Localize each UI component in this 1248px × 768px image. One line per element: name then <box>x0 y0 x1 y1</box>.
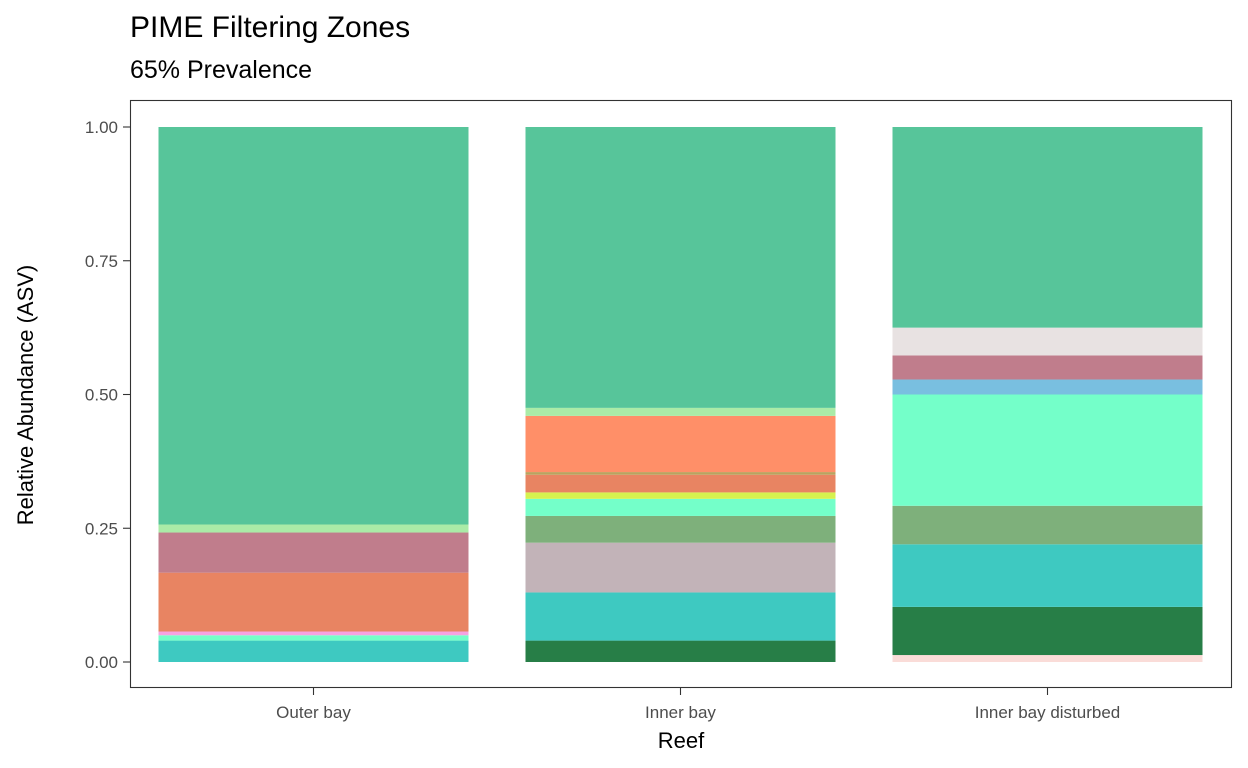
y-tick-label: 1.00 <box>85 118 118 137</box>
bar-segment <box>892 606 1203 656</box>
y-tick-label: 0.00 <box>85 653 118 672</box>
panel-border <box>129 99 1233 689</box>
y-axis-title: Relative Abundance (ASV) <box>13 265 38 526</box>
bar-segment <box>525 542 836 593</box>
bar-segment <box>892 127 1203 328</box>
bar-segment <box>525 492 836 499</box>
bar-segment <box>525 415 836 473</box>
bar-segment <box>892 379 1203 395</box>
x-axis-title: Reef <box>658 728 705 753</box>
bar-segment <box>158 631 469 636</box>
bar-segment <box>892 327 1203 356</box>
x-tick-label: Outer bay <box>276 703 351 722</box>
bar-segment <box>525 474 836 493</box>
bars-layer <box>158 127 1203 662</box>
chart-subtitle: 65% Prevalence <box>130 56 313 84</box>
bar-segment <box>158 532 469 573</box>
bar-segment <box>892 394 1203 506</box>
bar-segment <box>525 127 836 408</box>
axis-layer: Outer bay Inner bay Inner bay disturbed 0.0… <box>85 118 1120 722</box>
x-tick-label: Inner bay disturbed <box>975 703 1121 722</box>
x-tick-label: Inner bay <box>645 703 716 722</box>
bar-segment <box>158 127 469 525</box>
bar-segment <box>892 355 1203 380</box>
y-tick-label: 0.75 <box>85 252 118 271</box>
bar-segment <box>158 640 469 662</box>
bar-segment <box>525 407 836 416</box>
y-tick-label: 0.50 <box>85 386 118 405</box>
bar-segment <box>892 505 1203 545</box>
bar-segment <box>525 515 836 543</box>
y-tick-label: 0.25 <box>85 519 118 538</box>
bar-segment <box>525 472 836 475</box>
bar-segment <box>158 524 469 533</box>
bar-segment <box>525 640 836 662</box>
bar-segment <box>525 498 836 516</box>
bar-segment <box>158 572 469 632</box>
chart-title: PIME Filtering Zones <box>130 11 411 44</box>
bar-segment <box>158 635 469 641</box>
bar-segment <box>525 592 836 641</box>
bar-segment <box>892 544 1203 607</box>
bar-segment <box>892 655 1203 662</box>
